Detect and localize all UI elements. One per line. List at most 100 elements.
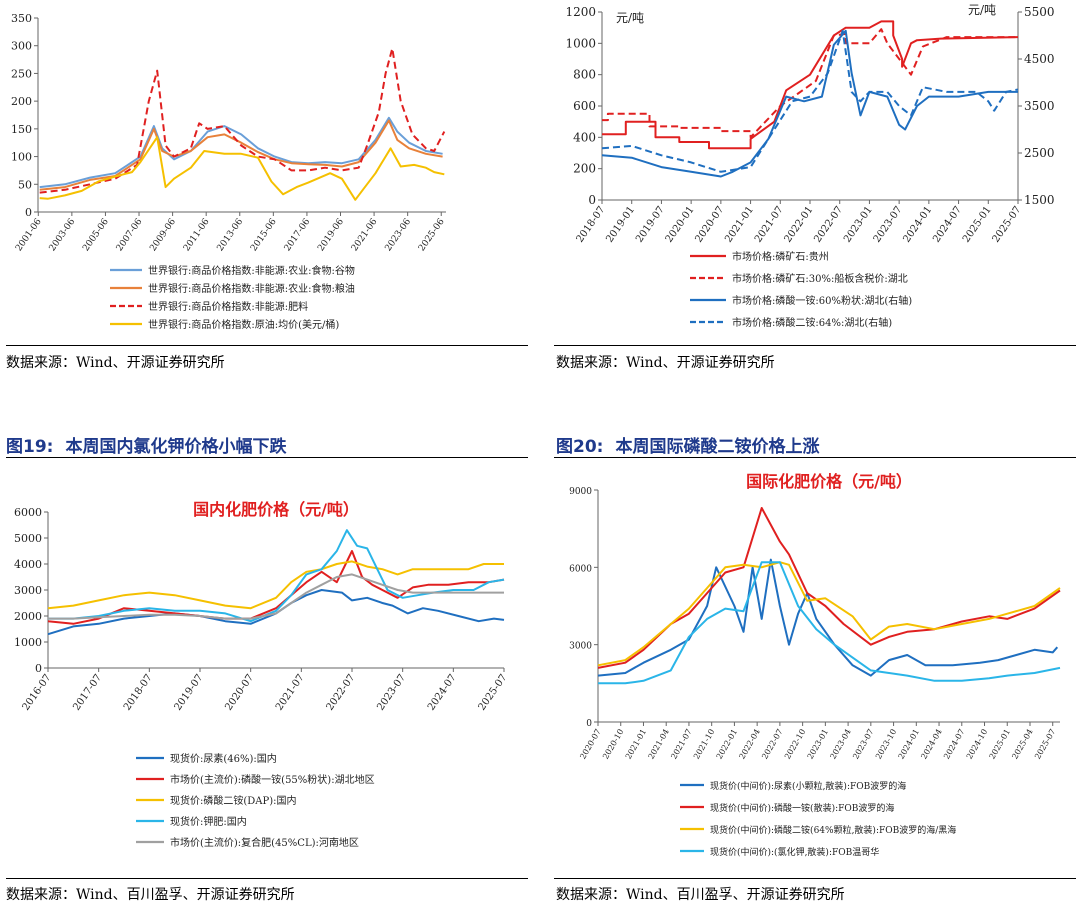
x-tick-label: 2018-07 xyxy=(122,672,155,712)
y-tick-label: 2000 xyxy=(14,610,42,623)
y-tick-label: 5000 xyxy=(14,532,42,545)
x-tick-label: 2020-10 xyxy=(601,728,625,761)
x-tick-label: 2018-07 xyxy=(575,204,608,244)
y-right-tick-label: 5500 xyxy=(1024,5,1055,19)
legend-label: 市场价(主流价):复合肥(45%CL):河南地区 xyxy=(170,836,359,849)
x-tick-label: 2023-07 xyxy=(375,672,408,712)
x-tick-label: 2025-06 xyxy=(417,217,447,254)
x-tick-label: 2024-10 xyxy=(965,728,989,761)
source-note: 数据来源：Wind、开源证券研究所 xyxy=(6,355,225,371)
y-tick-label: 200 xyxy=(11,95,32,108)
x-tick-label: 2020-07 xyxy=(693,204,726,244)
x-tick-label: 2013-06 xyxy=(216,217,246,254)
y-tick-label: 150 xyxy=(11,123,32,136)
x-tick-label: 2022-07 xyxy=(760,728,784,761)
legend-label: 现货价:磷酸二铵(DAP):国内 xyxy=(170,794,297,807)
x-tick-label: 2024-01 xyxy=(897,728,921,761)
y-tick-label: 1000 xyxy=(14,636,42,649)
series-line xyxy=(39,47,446,194)
figure-number: 图20: xyxy=(556,437,604,457)
x-tick-label: 2023-07 xyxy=(872,204,905,244)
series-line xyxy=(39,136,445,201)
y-tick-label: 3000 xyxy=(14,584,42,597)
y-tick-label: 6000 xyxy=(14,506,42,519)
series-line xyxy=(602,28,1018,139)
legend-label: 现货价:尿素(46%):国内 xyxy=(170,752,277,765)
x-tick-label: 2024-07 xyxy=(426,672,459,712)
legend-label: 现货价(中间价):磷酸一铵(散装):FOB波罗的海 xyxy=(710,802,894,814)
divider xyxy=(554,345,1076,346)
x-tick-label: 2025-04 xyxy=(1010,728,1034,761)
figure-title-19: 图19: 本周国内氯化钾价格小幅下跌 xyxy=(6,432,286,457)
x-tick-label: 2009-06 xyxy=(148,217,178,254)
x-tick-label: 2003-06 xyxy=(48,217,78,254)
x-tick-label: 2019-06 xyxy=(316,217,346,254)
x-tick-label: 2011-06 xyxy=(182,217,212,254)
x-tick-label: 2023-06 xyxy=(383,217,413,254)
y-right-tick-label: 2500 xyxy=(1024,146,1055,160)
x-tick-label: 2024-07 xyxy=(942,728,966,761)
x-tick-label: 2021-06 xyxy=(350,217,380,254)
series-line xyxy=(601,29,1018,178)
x-tick-label: 2017-06 xyxy=(283,217,313,254)
legend-label: 市场价格:磷矿石:贵州 xyxy=(732,250,829,263)
x-tick-label: 2023-01 xyxy=(806,728,830,761)
legend-label: 市场价(主流价):磷酸一铵(55%粉状):湖北地区 xyxy=(170,773,375,786)
x-tick-label: 2021-07 xyxy=(753,204,786,244)
series-line xyxy=(47,589,505,636)
y-tick-label: 300 xyxy=(11,40,32,53)
y-tick-label: 0 xyxy=(588,193,596,207)
figure-number: 图19: xyxy=(6,437,54,457)
y-axis-label-right: 元/吨 xyxy=(968,3,996,17)
y-tick-label: 50 xyxy=(18,178,32,191)
y-tick-label: 9000 xyxy=(569,487,592,497)
x-tick-label: 2025-07 xyxy=(991,204,1024,244)
x-tick-label: 2017-07 xyxy=(71,672,104,712)
x-tick-label: 2021-01 xyxy=(624,728,648,761)
y-tick-label: 1200 xyxy=(565,5,596,19)
x-tick-label: 2025-07 xyxy=(1033,728,1057,761)
x-tick-label: 2005-06 xyxy=(81,217,111,254)
series-line xyxy=(597,558,1059,677)
x-tick-label: 2019-07 xyxy=(173,672,206,712)
x-tick-label: 2019-07 xyxy=(634,204,667,244)
x-tick-label: 2020-07 xyxy=(578,728,602,761)
source-note: 数据来源：Wind、百川盈孚、开源证券研究所 xyxy=(556,887,845,903)
y-tick-label: 0 xyxy=(25,206,32,219)
series-line xyxy=(602,20,1019,150)
x-tick-label: 2022-10 xyxy=(783,728,807,761)
x-tick-label: 2001-06 xyxy=(14,217,44,254)
legend-label: 市场价格:磷矿石:30%:船板含税价:湖北 xyxy=(732,272,908,285)
y-tick-label: 200 xyxy=(573,162,596,176)
chart-domestic-fertilizer: 0 1000 2000 3000 4000 5000 6000 2016-07 2017-07 2… xyxy=(14,500,510,849)
divider xyxy=(6,457,528,458)
x-tick-label: 2022-07 xyxy=(325,672,358,712)
divider xyxy=(6,878,528,879)
x-tick-label: 2022-01 xyxy=(715,728,739,761)
legend-label: 现货价:钾肥:国内 xyxy=(170,815,247,828)
x-tick-label: 2021-04 xyxy=(647,728,671,761)
divider xyxy=(554,878,1076,879)
series-line xyxy=(47,550,505,625)
x-tick-label: 2020-01 xyxy=(664,204,697,244)
figure-title-20: 图20: 本周国际磷酸二铵价格上涨 xyxy=(556,432,819,457)
x-tick-label: 2024-07 xyxy=(931,204,964,244)
x-tick-label: 2025-01 xyxy=(961,204,994,244)
x-tick-label: 2025-01 xyxy=(988,728,1012,761)
x-tick-label: 2020-07 xyxy=(223,672,256,712)
y-axis-label-left: 元/吨 xyxy=(616,11,644,25)
legend-label: 现货价(中间价):尿素(小颗粒,散装):FOB波罗的海 xyxy=(710,780,906,792)
y-tick-label: 0 xyxy=(35,662,42,675)
x-tick-label: 2023-01 xyxy=(842,204,875,244)
y-tick-label: 400 xyxy=(573,130,596,144)
y-tick-label: 1000 xyxy=(565,36,596,50)
series-line xyxy=(597,561,1061,667)
chart-world-bank-indices: 0 50 100 150 200 250 300 350 2001-06 2003-06 2005-… xyxy=(11,12,447,331)
x-tick-label: 2016-07 xyxy=(21,672,54,712)
x-tick-label: 2022-01 xyxy=(783,204,816,244)
legend-label: 世界银行:商品价格指数:非能源:农业:食物:谷物 xyxy=(148,264,355,277)
x-tick-label: 2025-07 xyxy=(477,672,510,712)
y-tick-label: 600 xyxy=(573,99,596,113)
legend-label: 世界银行:商品价格指数:原油:均价(美元/桶) xyxy=(148,318,339,331)
source-note: 数据来源：Wind、百川盈孚、开源证券研究所 xyxy=(6,887,295,903)
